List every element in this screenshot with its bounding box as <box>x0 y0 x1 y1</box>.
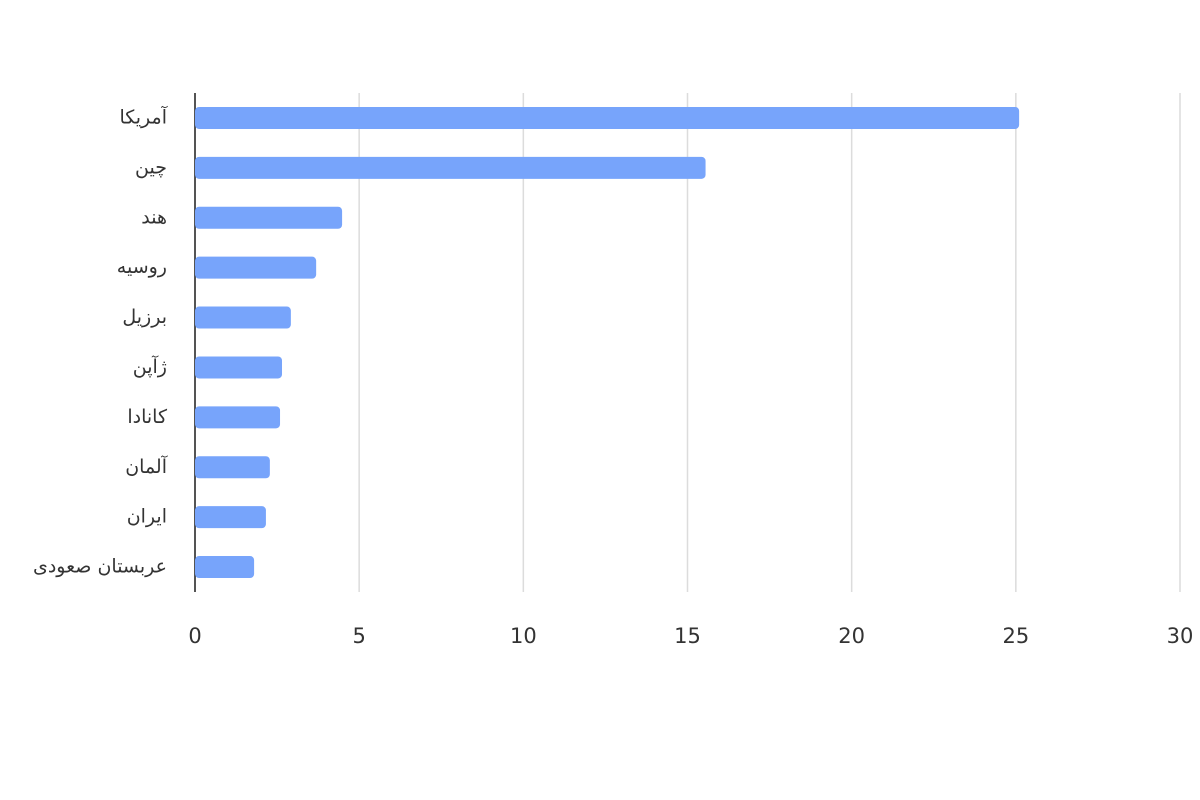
y-tick-label: کانادا <box>127 406 168 428</box>
y-tick-label: عربستان صعودی <box>33 556 167 578</box>
x-tick-label: 10 <box>510 624 537 648</box>
bar <box>195 556 255 579</box>
y-tick-label: برزیل <box>122 306 167 328</box>
bar <box>195 456 270 479</box>
y-tick-label: آلمان <box>125 454 168 478</box>
bar <box>195 106 1020 129</box>
x-tick-label: 30 <box>1167 624 1194 648</box>
x-tick-label: 5 <box>352 624 365 648</box>
y-tick-label: ایران <box>127 506 167 528</box>
x-tick-label: 15 <box>674 624 701 648</box>
bar <box>195 206 343 229</box>
bar <box>195 156 706 179</box>
y-tick-label: چین <box>135 156 167 178</box>
bar <box>195 506 266 529</box>
y-tick-label: هند <box>141 206 167 228</box>
bar <box>195 406 281 429</box>
y-tick-label: روسیه <box>117 256 167 278</box>
x-tick-label: 0 <box>188 624 201 648</box>
y-tick-label: ژآپن <box>133 354 167 378</box>
y-tick-label: آمریکا <box>119 104 167 128</box>
bar <box>195 356 283 379</box>
bar <box>195 256 317 279</box>
bar <box>195 306 291 329</box>
x-tick-label: 20 <box>838 624 865 648</box>
x-tick-label: 25 <box>1002 624 1029 648</box>
